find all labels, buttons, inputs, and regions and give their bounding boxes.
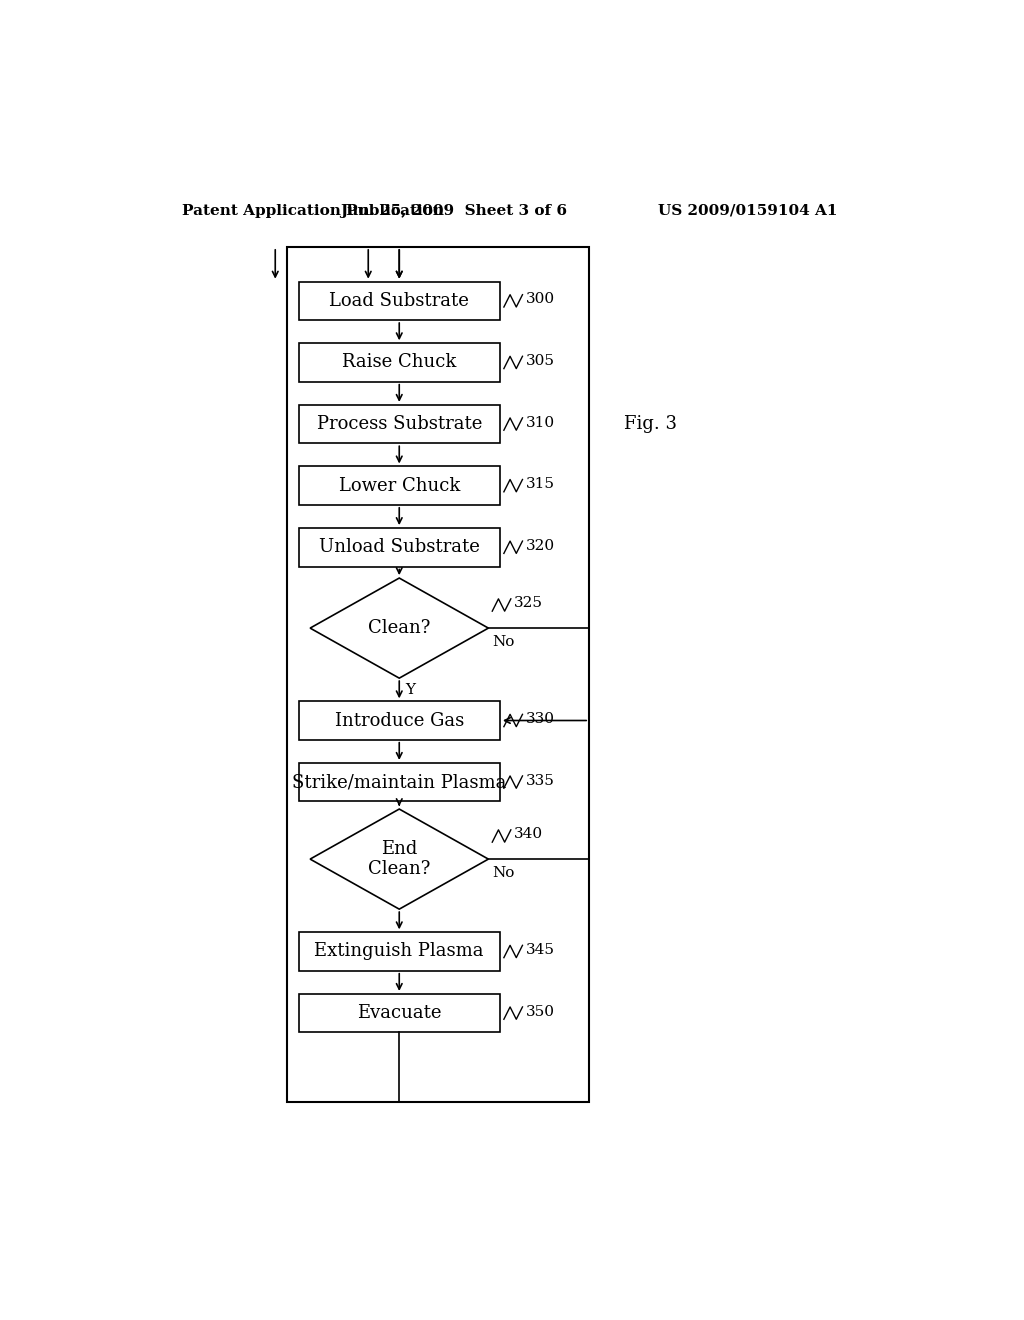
Text: Fig. 3: Fig. 3 [624, 414, 677, 433]
Text: 300: 300 [525, 292, 555, 306]
Bar [299, 466, 500, 506]
Text: 335: 335 [525, 774, 554, 788]
Polygon shape [310, 578, 488, 678]
Text: 310: 310 [525, 416, 555, 429]
Bar [299, 528, 500, 566]
Bar [299, 994, 500, 1032]
Text: 325: 325 [514, 597, 543, 610]
Bar [299, 343, 500, 381]
Text: Strike/maintain Plasma: Strike/maintain Plasma [292, 774, 507, 791]
Bar [287, 247, 589, 1102]
Text: Unload Substrate: Unload Substrate [318, 539, 479, 556]
Text: US 2009/0159104 A1: US 2009/0159104 A1 [658, 203, 838, 218]
Text: 340: 340 [514, 828, 543, 841]
Text: Load Substrate: Load Substrate [330, 292, 469, 310]
Text: No: No [493, 635, 515, 649]
Text: End
Clean?: End Clean? [368, 840, 430, 879]
Text: Extinguish Plasma: Extinguish Plasma [314, 942, 484, 961]
Text: 345: 345 [525, 942, 555, 957]
Bar [299, 405, 500, 444]
Text: Evacuate: Evacuate [357, 1005, 441, 1022]
Text: Jun. 25, 2009  Sheet 3 of 6: Jun. 25, 2009 Sheet 3 of 6 [340, 203, 567, 218]
Bar [299, 932, 500, 970]
Bar [299, 763, 500, 801]
Text: Lower Chuck: Lower Chuck [339, 477, 460, 495]
Text: Patent Application Publication: Patent Application Publication [182, 203, 444, 218]
Text: Clean?: Clean? [368, 619, 430, 638]
Text: 315: 315 [525, 477, 555, 491]
Text: Process Substrate: Process Substrate [316, 414, 482, 433]
Text: 305: 305 [525, 354, 555, 368]
Text: Raise Chuck: Raise Chuck [342, 354, 457, 371]
Text: Introduce Gas: Introduce Gas [335, 711, 464, 730]
Polygon shape [310, 809, 488, 909]
Text: No: No [493, 866, 515, 880]
Bar [299, 281, 500, 321]
Text: Y: Y [406, 682, 416, 697]
Text: 320: 320 [525, 539, 555, 553]
Text: 350: 350 [525, 1005, 555, 1019]
Text: 330: 330 [525, 711, 555, 726]
Bar [299, 701, 500, 739]
